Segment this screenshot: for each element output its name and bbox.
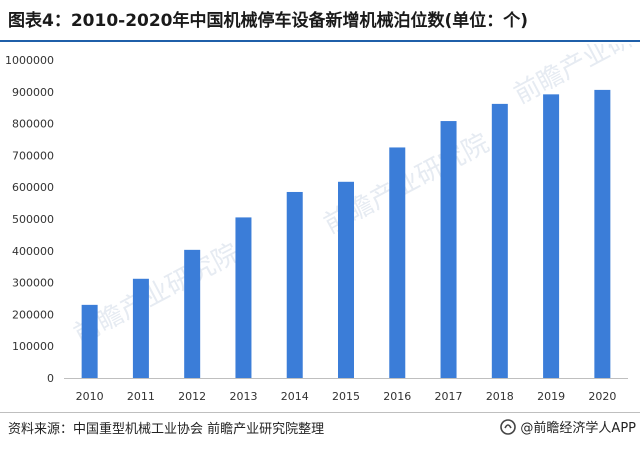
title-rule bbox=[0, 40, 640, 42]
x-tick-label: 2019 bbox=[537, 390, 565, 403]
x-tick-label: 2013 bbox=[229, 390, 257, 403]
brand-logo-icon bbox=[500, 418, 517, 435]
bars-group bbox=[81, 89, 611, 379]
watermark-text: 前瞻产业研究院 bbox=[509, 44, 640, 110]
y-tick-label: 400000 bbox=[12, 245, 54, 258]
y-tick-label: 100000 bbox=[12, 340, 54, 353]
x-axis-ticks: 2010 2011 2012 2013 2014 2015 2016 2017 2018 2019… bbox=[76, 390, 617, 403]
bar-2013 bbox=[235, 217, 252, 378]
y-tick-label: 600000 bbox=[12, 181, 54, 194]
brand: @前瞻经济学人APP bbox=[500, 417, 636, 436]
x-tick-label: 2017 bbox=[435, 390, 463, 403]
bar-2010 bbox=[81, 304, 98, 378]
bar-2014 bbox=[286, 191, 303, 378]
bar-2019 bbox=[543, 94, 560, 379]
x-tick-label: 2012 bbox=[178, 390, 206, 403]
bar-2016 bbox=[389, 147, 406, 378]
y-tick-label: 300000 bbox=[12, 277, 54, 290]
x-tick-label: 2015 bbox=[332, 390, 360, 403]
y-tick-label: 200000 bbox=[12, 308, 54, 321]
y-axis-ticks: 0 100000 200000 300000 400000 500000 600000 700… bbox=[5, 54, 54, 385]
chart-title: 图表4：2010-2020年中国机械停车设备新增机械泊位数(单位：个) bbox=[8, 11, 529, 31]
y-tick-label: 700000 bbox=[12, 149, 54, 162]
y-tick-label: 900000 bbox=[12, 86, 54, 99]
x-tick-label: 2018 bbox=[486, 390, 514, 403]
bar-2012 bbox=[184, 249, 201, 378]
source-note: 资料来源：中国重型机械工业协会 前瞻产业研究院整理 bbox=[8, 422, 325, 437]
footer-rule bbox=[0, 412, 640, 413]
bar-2015 bbox=[338, 181, 354, 378]
brand-text: @前瞻经济学人APP bbox=[520, 421, 636, 436]
x-tick-label: 2010 bbox=[76, 390, 104, 403]
x-tick-label: 2011 bbox=[127, 390, 155, 403]
bar-2017 bbox=[440, 121, 457, 378]
x-tick-label: 2020 bbox=[588, 390, 616, 403]
bar-2018 bbox=[491, 103, 508, 378]
x-tick-label: 2016 bbox=[383, 390, 411, 403]
y-tick-label: 1000000 bbox=[5, 54, 54, 67]
x-tick-label: 2014 bbox=[281, 390, 309, 403]
y-tick-label: 500000 bbox=[12, 213, 54, 226]
y-tick-label: 800000 bbox=[12, 118, 54, 131]
bar-2011 bbox=[132, 278, 149, 378]
y-tick-label: 0 bbox=[47, 372, 54, 385]
bar-2020 bbox=[594, 89, 611, 378]
